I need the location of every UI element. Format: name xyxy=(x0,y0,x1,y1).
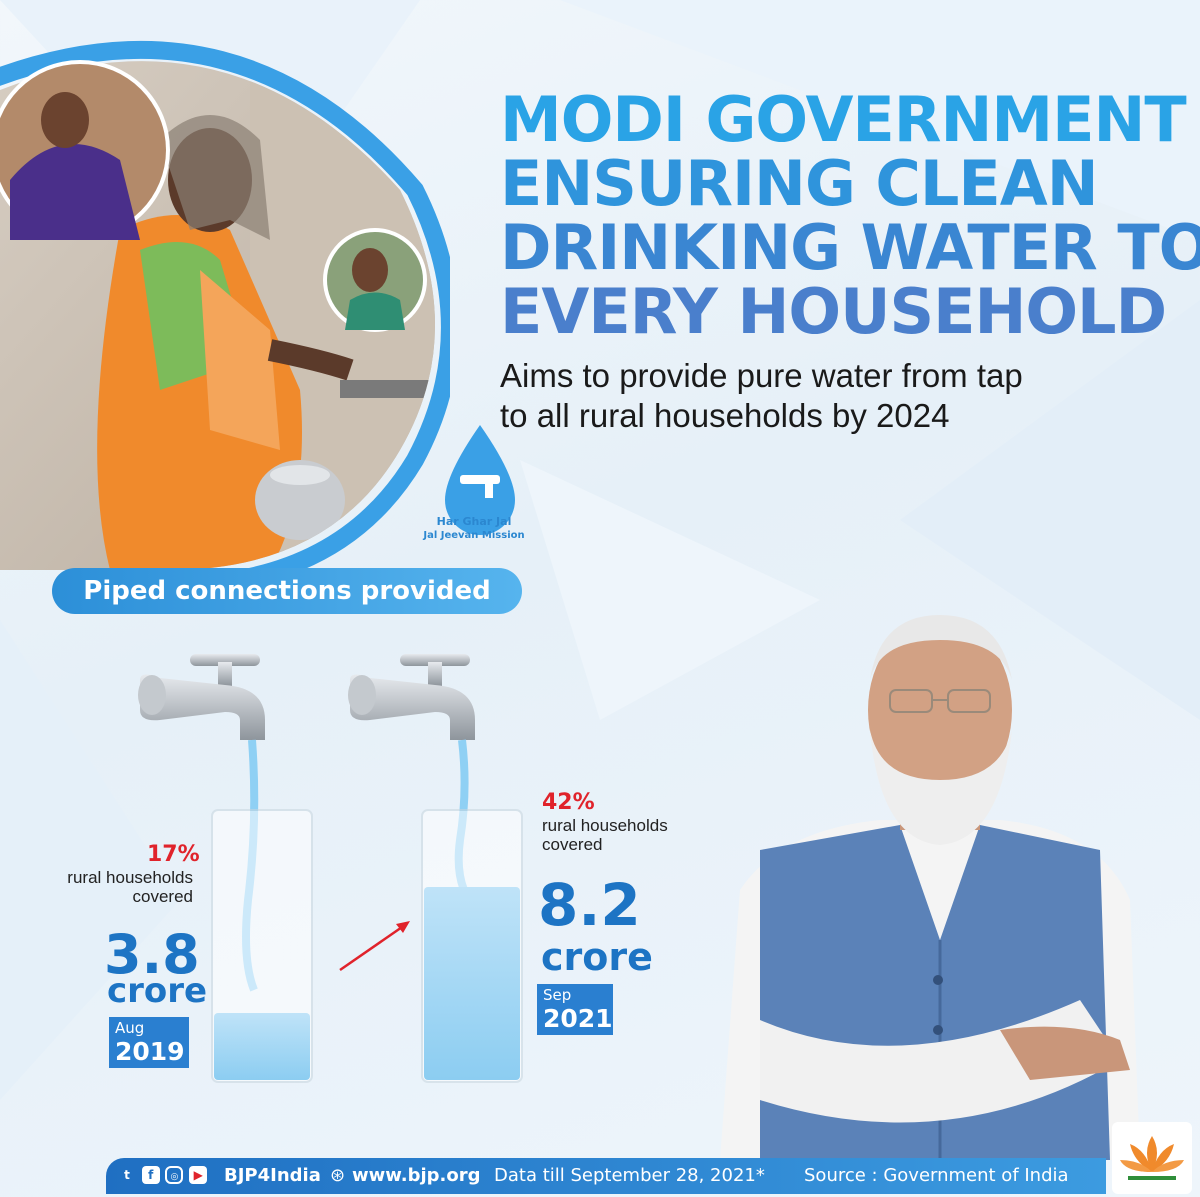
stat-label-line-1: rural households xyxy=(67,868,193,887)
website-link[interactable]: www.bjp.org xyxy=(352,1165,481,1186)
subheading-line-2: to all rural households by 2024 xyxy=(500,397,950,434)
photo-collage xyxy=(0,40,450,570)
headline: MODI GOVERNMENT ENSURING CLEAN DRINKING … xyxy=(500,83,1200,348)
stat-month: Sep xyxy=(543,986,572,1004)
facebook-icon[interactable]: f xyxy=(141,1165,160,1184)
stat-value: 3.8 xyxy=(104,923,200,986)
stat-year: 2019 xyxy=(115,1037,185,1066)
twitter-icon[interactable]: t xyxy=(124,1167,130,1182)
website-icon: ⊛ xyxy=(330,1165,346,1186)
stat-label-line-2: covered xyxy=(132,887,193,906)
headline-line-4: EVERY HOUSEHOLD xyxy=(500,275,1167,348)
stat-percent: 17% xyxy=(147,842,200,867)
portrait-photo xyxy=(720,615,1140,1160)
social-handle[interactable]: BJP4India xyxy=(224,1165,321,1186)
instagram-icon[interactable]: ◎ xyxy=(165,1165,184,1184)
growth-arrow-icon xyxy=(339,921,410,972)
glass-left xyxy=(211,809,313,1083)
source-note: Source : Government of India xyxy=(804,1165,1069,1186)
stat-date: Sep 2021 xyxy=(537,984,613,1035)
headline-line-3: DRINKING WATER TO xyxy=(500,211,1200,284)
tap-icon xyxy=(138,654,265,740)
stat-label: rural households covered xyxy=(542,816,712,854)
tap-and-glass-illustration xyxy=(138,654,523,1083)
stat-date: Aug 2019 xyxy=(109,1017,189,1068)
stat-label: rural households covered xyxy=(36,868,193,906)
glass-right xyxy=(421,809,523,1083)
social-icons: t f ◎ ▶ xyxy=(118,1158,208,1194)
stat-month: Aug xyxy=(115,1019,145,1037)
stat-percent: 42% xyxy=(542,790,595,815)
data-note: Data till September 28, 2021* xyxy=(494,1165,765,1186)
headline-line-1: MODI GOVERNMENT xyxy=(500,83,1187,156)
stat-label-line-1: rural households xyxy=(542,816,668,835)
stat-unit: crore xyxy=(107,971,208,1011)
party-logo xyxy=(1112,1122,1192,1194)
subheading-line-1: Aims to provide pure water from tap xyxy=(500,357,1023,394)
mission-title: Har Ghar Jal xyxy=(436,515,512,528)
youtube-icon[interactable]: ▶ xyxy=(189,1165,208,1184)
section-badge: Piped connections provided xyxy=(52,568,522,614)
footer-bar: t f ◎ ▶ BJP4India ⊛ www.bjp.org Data til… xyxy=(106,1158,1106,1194)
mission-subtitle: Jal Jeevan Mission xyxy=(423,530,525,541)
lotus-icon xyxy=(1120,1136,1184,1180)
tap-icon xyxy=(348,654,475,740)
stat-year: 2021 xyxy=(543,1004,613,1033)
stat-unit: crore xyxy=(541,935,653,979)
subheading: Aims to provide pure water from tap to a… xyxy=(500,356,1140,436)
water-drop-icon xyxy=(445,425,515,535)
stat-label-line-2: covered xyxy=(542,835,603,854)
headline-line-2: ENSURING CLEAN xyxy=(500,147,1099,220)
stat-value: 8.2 xyxy=(538,871,641,939)
